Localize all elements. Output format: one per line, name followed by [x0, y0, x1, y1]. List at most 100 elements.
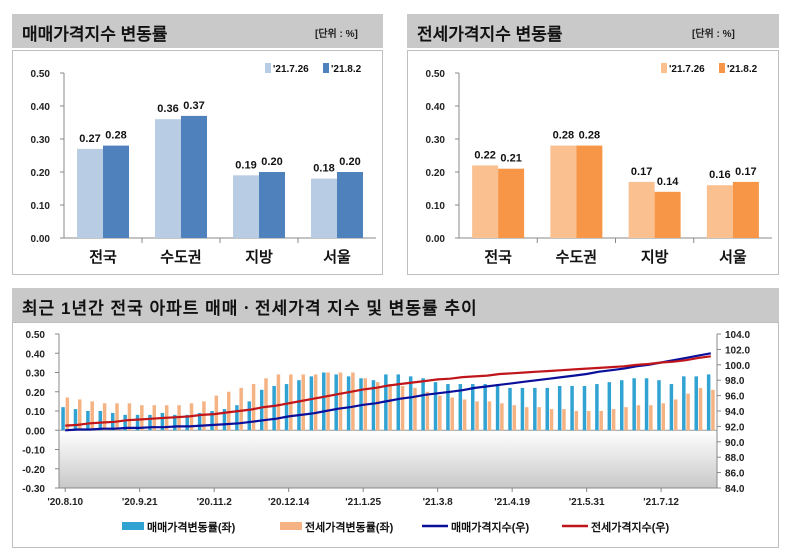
jeonse-change-title: 전세가격지수 변동률	[417, 25, 563, 44]
sale-change-data-label: 0.19	[235, 159, 256, 171]
trend-bar	[135, 414, 140, 431]
trend-bar	[698, 387, 703, 431]
trend-bar	[90, 401, 94, 431]
trend-bar	[508, 387, 512, 431]
jeonse-change-category-label: 서울	[719, 249, 747, 266]
trend-bar	[711, 389, 715, 431]
jeonse-change-ytick-label: 0.30	[426, 135, 446, 146]
sale-change-ytick-label: 0.40	[31, 102, 51, 113]
sale-change-ytick-label: 0.10	[31, 201, 51, 212]
trend-bar	[338, 372, 343, 431]
trend-left-tick-label: 0.00	[26, 426, 46, 437]
trend-bar	[433, 382, 438, 431]
sale-change-legend-swatch	[265, 63, 271, 73]
trend-left-tick-label: 0.20	[26, 388, 46, 399]
trend-bar	[587, 411, 591, 431]
trend-bar	[458, 384, 463, 431]
trend-bar	[127, 403, 132, 431]
trend-right-tick-label: 100.0	[725, 361, 750, 372]
jeonse-change-chart: 0.50 0.40 0.30 0.20 0.10 0.00 0.22 0.21 전국 0.28 0.…	[407, 50, 779, 275]
jeonse-change-data-label: 0.28	[553, 130, 574, 142]
trend-bar	[574, 411, 579, 431]
trend-right-tick-label: 94.0	[725, 407, 745, 418]
trend-bar	[483, 384, 487, 431]
trend-x-tick-label: '20.9.21	[122, 497, 158, 508]
sale-change-header: 매매가격지수 변동률 [단위 : %]	[12, 14, 383, 48]
jeonse-change-bar	[706, 185, 733, 238]
trend-bar	[425, 391, 430, 431]
jeonse-change-legend-label: '21.7.26	[669, 64, 705, 75]
trend-bar	[624, 407, 628, 431]
trend-bar	[371, 380, 376, 431]
trend-legend-label: 전세가격지수(우)	[591, 520, 670, 534]
trend-bar	[123, 414, 127, 431]
sale-change-data-label: 0.28	[105, 130, 126, 142]
trend-bar	[65, 397, 70, 431]
trend-bar	[148, 414, 152, 431]
trend-bar	[61, 407, 65, 431]
trend-bar	[537, 407, 541, 431]
jeonse-change-bar	[472, 165, 499, 238]
trend-x-tick-label: '20.12.14	[268, 497, 310, 508]
trend-bar	[495, 384, 500, 431]
sale-change-bar	[259, 172, 285, 238]
jeonse-change-bar	[498, 168, 525, 238]
sale-change-bar	[103, 145, 129, 238]
trend-bar	[520, 387, 525, 431]
trend-left-tick-label: 0.30	[26, 369, 46, 380]
trend-bar	[557, 385, 562, 431]
trend-bar	[500, 403, 504, 431]
trend-bar	[375, 382, 380, 431]
jeonse-change-legend-label: '21.8.2	[727, 64, 758, 75]
trend-bar	[313, 374, 318, 431]
trend-bar	[140, 405, 144, 431]
trend-right-tick-label: 84.0	[725, 484, 745, 495]
jeonse-change-legend-swatch	[719, 63, 725, 73]
trend-bar	[421, 378, 425, 431]
trend-bar	[694, 376, 698, 431]
trend-bar	[197, 412, 202, 431]
trend-bar	[227, 391, 231, 431]
trend-bar	[322, 372, 326, 431]
trend-left-tick-label: -0.20	[22, 465, 45, 476]
sale-change-category-label: 수도권	[160, 248, 201, 266]
trend-bar	[247, 401, 252, 431]
trend-bar	[636, 405, 641, 431]
jeonse-change-legend-swatch	[661, 63, 667, 73]
jeonse-change-ytick-label: 0.00	[426, 234, 446, 245]
trend-legend-label: 매매가격지수(우)	[451, 520, 530, 534]
trend-bar	[446, 384, 450, 431]
trend-left-tick-label: 0.10	[26, 407, 46, 418]
sale-change-bar	[77, 148, 103, 238]
trend-x-tick-label: '21.1.25	[345, 497, 381, 508]
trend-legend-label: 전세가격변동률(좌)	[305, 520, 394, 534]
trend-bar	[487, 401, 492, 431]
trend-bar	[284, 384, 289, 431]
trend-bar	[661, 403, 666, 431]
trend-right-tick-label: 86.0	[725, 469, 745, 480]
trend-header: 최근 1년간 전국 아파트 매매ㆍ전세가격 지수 및 변동률 추이	[12, 288, 779, 322]
trend-bar	[512, 405, 517, 431]
trend-bar	[438, 395, 442, 431]
jeonse-change-data-label: 0.17	[631, 166, 652, 178]
sale-change-legend-swatch	[323, 63, 329, 73]
jeonse-change-category-label: 수도권	[556, 248, 597, 266]
trend-bar	[210, 411, 214, 431]
jeonse-change-bar	[654, 191, 681, 238]
sale-change-legend-label: '21.8.2	[331, 64, 362, 75]
trend-bar	[86, 411, 90, 431]
trend-title: 최근 1년간 전국 아파트 매매ㆍ전세가격 지수 및 변동률 추이	[22, 299, 478, 318]
trend-bar	[632, 378, 636, 431]
trend-bar	[570, 385, 574, 431]
trend-right-tick-label: 92.0	[725, 422, 745, 433]
trend-bar	[73, 409, 78, 431]
trend-x-tick-label: '20.11.2	[197, 497, 233, 508]
sale-change-data-label: 0.36	[157, 103, 178, 115]
trend-right-tick-label: 104.0	[725, 330, 750, 341]
trend-bar	[657, 380, 661, 431]
sale-change-unit: [단위 : %]	[315, 29, 358, 40]
jeonse-change-category-label: 지방	[641, 248, 669, 266]
sale-change-category-label: 지방	[245, 248, 273, 266]
trend-right-tick-label: 98.0	[725, 376, 745, 387]
jeonse-change-ytick-label: 0.50	[426, 69, 446, 80]
